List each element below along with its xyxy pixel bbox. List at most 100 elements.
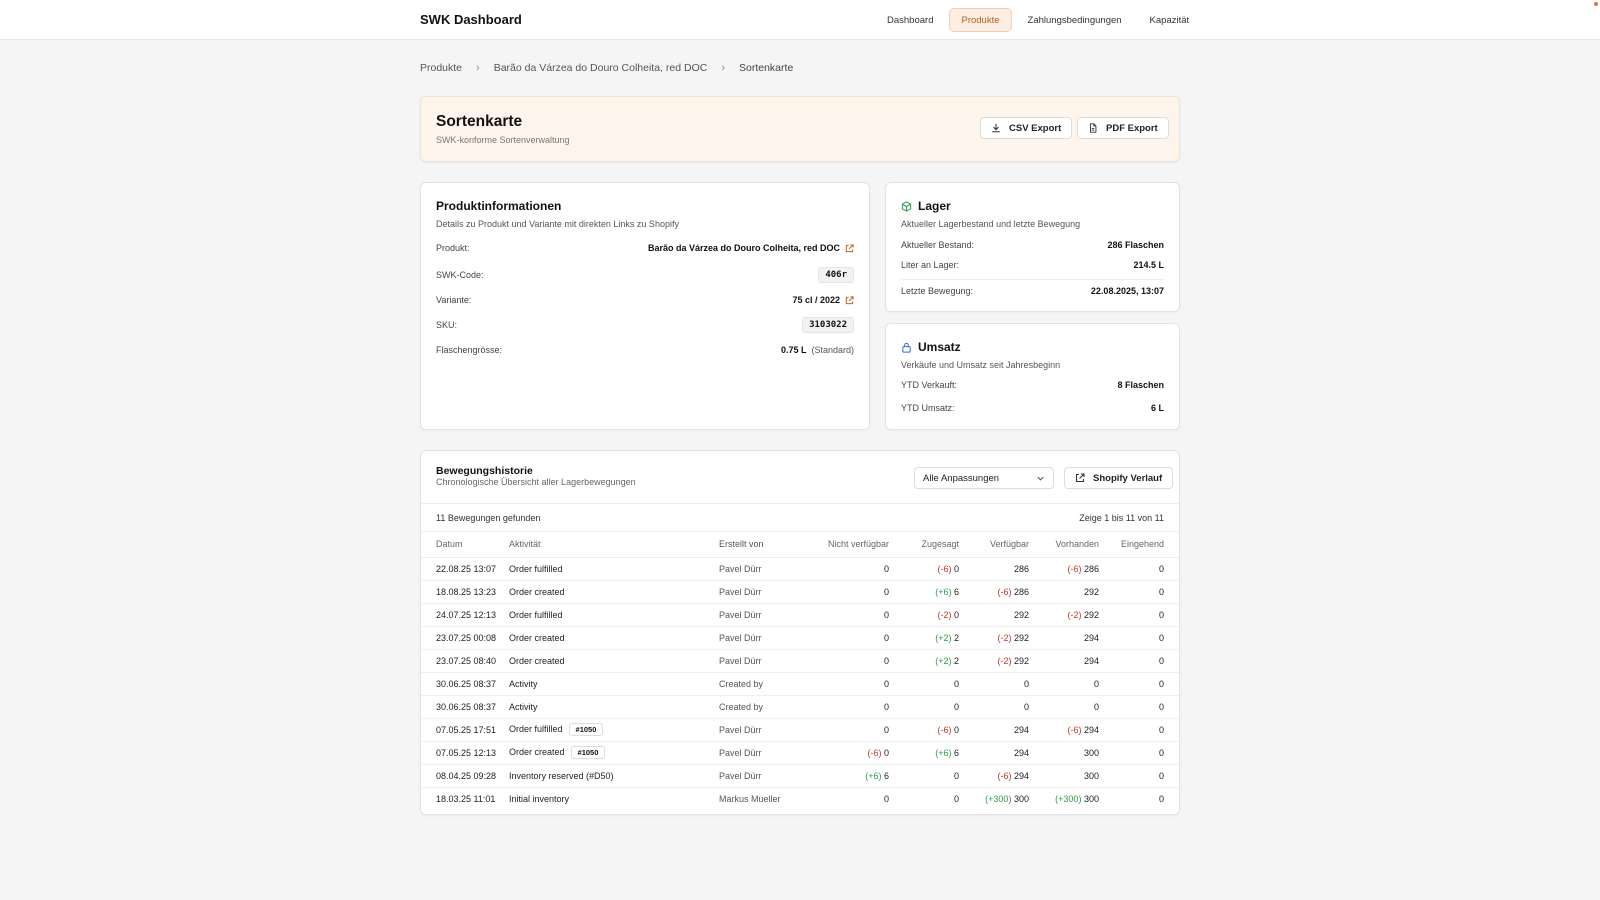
cell-eingehend: 0	[1099, 695, 1179, 719]
nav-kapazitaet[interactable]: Kapazität	[1149, 15, 1190, 26]
liter-value: 214.5 L	[1133, 260, 1164, 270]
cell-nicht-verfuegbar: 0	[803, 695, 889, 719]
delta-value: (+300)	[985, 793, 1012, 804]
col-verfuegbar[interactable]: Verfügbar	[959, 532, 1029, 558]
quantity-value: 286	[1013, 586, 1029, 597]
download-icon	[992, 123, 1000, 133]
cell-vorhanden: 294	[1029, 649, 1099, 673]
table-row[interactable]: 30.06.25 08:37 Activity Created by 0 0 0 0 0	[421, 695, 1179, 719]
cell-activity: Order fulfilled	[509, 557, 719, 581]
table-row[interactable]: 24.07.25 12:13 Order fulfilled Pavel Dürr 0…	[421, 603, 1179, 627]
stock-value: 286 Flaschen	[1107, 240, 1164, 250]
col-vorhanden[interactable]: Vorhanden	[1029, 532, 1099, 558]
quantity-value: 6	[953, 586, 959, 597]
quantity-value: 0	[883, 724, 889, 735]
page-header: Sortenkarte SWK-konforme Sortenverwaltun…	[420, 96, 1180, 162]
quantity-value: 292	[1013, 609, 1029, 620]
adjustment-filter-select[interactable]: Alle Anpassungen	[914, 467, 1054, 489]
ytd-revenue-value: 6 L	[1150, 403, 1164, 413]
quantity-value: 2	[953, 655, 959, 666]
quantity-value: 6	[883, 770, 889, 781]
quantity-value: 292	[1083, 609, 1099, 620]
cell-activity: Order fulfilled #1050	[509, 718, 719, 742]
pdf-export-button[interactable]: PDF Export	[1077, 117, 1169, 139]
app-title[interactable]: SWK Dashboard	[420, 12, 522, 27]
divider	[901, 279, 1164, 280]
quantity-value: 294	[1083, 724, 1099, 735]
document-icon	[1090, 123, 1097, 133]
table-row[interactable]: 18.08.25 13:23 Order created Pavel Dürr 0 (+…	[421, 580, 1179, 604]
col-erstellt-von[interactable]: Erstellt von	[719, 532, 803, 558]
table-row[interactable]: 08.04.25 09:28 Inventory reserved (#D50) P…	[421, 764, 1179, 788]
table-row[interactable]: 18.03.25 11:01 Initial inventory Markus Mu…	[421, 787, 1179, 810]
product-link[interactable]: Barão da Várzea do Douro Colheita, red D…	[648, 243, 854, 253]
sku-label: SKU:	[436, 320, 458, 330]
table-row[interactable]: 07.05.25 17:51 Order fulfilled #1050 Pavel …	[421, 718, 1179, 742]
quantity-value: 0	[953, 793, 959, 804]
quantity-value: 0	[883, 609, 889, 620]
nav-dashboard[interactable]: Dashboard	[887, 15, 934, 26]
csv-export-label: CSV Export	[1009, 122, 1062, 134]
col-datum[interactable]: Datum	[421, 532, 509, 558]
ytd-revenue-row: YTD Umsatz: 6 L	[901, 403, 1164, 413]
product-info-card: Produktinformationen Details zu Produkt …	[420, 182, 870, 430]
cell-zugesagt: 0	[889, 672, 959, 696]
swk-code-row: SWK-Code: 406r	[436, 267, 854, 283]
table-row[interactable]: 23.07.25 00:08 Order created Pavel Dürr 0 (+…	[421, 626, 1179, 650]
quantity-value: 0	[883, 632, 889, 643]
csv-export-button[interactable]: CSV Export	[980, 117, 1073, 139]
variant-row: Variante: 75 cl / 2022	[436, 295, 854, 305]
history-subtitle: Chronologische Übersicht aller Lagerbewe…	[436, 477, 636, 487]
sku-row: SKU: 3103022	[436, 317, 854, 333]
variant-link[interactable]: 75 cl / 2022	[792, 295, 854, 305]
cell-activity: Order created	[509, 626, 719, 650]
cell-zugesagt: (-6) 0	[889, 718, 959, 742]
quantity-value: 300	[1083, 770, 1099, 781]
cell-created-by: Pavel Dürr	[719, 603, 803, 627]
table-row[interactable]: 22.08.25 13:07 Order fulfilled Pavel Dürr 0…	[421, 557, 1179, 581]
lager-title: Lager	[901, 199, 951, 213]
shopify-history-button[interactable]: Shopify Verlauf	[1064, 467, 1174, 489]
breadcrumb-produkte[interactable]: Produkte	[420, 62, 463, 74]
delta-value: (-6)	[997, 586, 1012, 597]
col-aktivitaet[interactable]: Aktivität	[509, 532, 719, 558]
cell-vorhanden: (-6) 286	[1029, 557, 1099, 581]
quantity-value: 0	[953, 724, 959, 735]
breadcrumb-product[interactable]: Barão da Várzea do Douro Colheita, red D…	[493, 62, 708, 74]
col-nicht-verfuegbar[interactable]: Nicht verfügbar	[803, 532, 889, 558]
nav-zahlungsbedingungen[interactable]: Zahlungsbedingungen	[1027, 15, 1122, 26]
delta-value: (-2)	[997, 632, 1012, 643]
product-info-title: Produktinformationen	[436, 199, 562, 213]
ytd-revenue-label: YTD Umsatz:	[901, 403, 955, 413]
delta-value: (-6)	[1067, 563, 1082, 574]
cell-zugesagt: (+6) 6	[889, 741, 959, 765]
activity-text: Order created	[509, 655, 565, 666]
order-tag[interactable]: #1050	[568, 723, 604, 736]
col-eingehend[interactable]: Eingehend	[1099, 532, 1179, 558]
order-tag[interactable]: #1050	[570, 746, 606, 759]
cell-date: 23.07.25 00:08	[421, 626, 509, 650]
table-row[interactable]: 30.06.25 08:37 Activity Created by 0 0 0 0 0	[421, 672, 1179, 696]
cell-verfuegbar: (-2) 292	[959, 649, 1029, 673]
quantity-value: 300	[1013, 793, 1029, 804]
table-row[interactable]: 23.07.25 08:40 Order created Pavel Dürr 0 (+…	[421, 649, 1179, 673]
delta-value: (-2)	[937, 609, 952, 620]
last-movement-label: Letzte Bewegung:	[901, 286, 974, 296]
cell-date: 08.04.25 09:28	[421, 764, 509, 788]
cell-verfuegbar: 286	[959, 557, 1029, 581]
cell-zugesagt: (+2) 2	[889, 649, 959, 673]
quantity-value: 0	[883, 655, 889, 666]
col-zugesagt[interactable]: Zugesagt	[889, 532, 959, 558]
delta-value: (+6)	[935, 586, 952, 597]
bottle-size-value: 0.75 L (Standard)	[780, 345, 854, 355]
cell-vorhanden: 0	[1029, 695, 1099, 719]
cell-date: 24.07.25 12:13	[421, 603, 509, 627]
cell-eingehend: 0	[1099, 626, 1179, 650]
activity-text: Order created	[509, 632, 565, 643]
nav-produkte[interactable]: Produkte	[949, 8, 1012, 32]
stock-label: Aktueller Bestand:	[901, 240, 975, 250]
table-row[interactable]: 07.05.25 12:13 Order created #1050 Pavel Dü…	[421, 741, 1179, 765]
cell-zugesagt: (+6) 6	[889, 580, 959, 604]
cell-zugesagt: 0	[889, 695, 959, 719]
quantity-value: 294	[1083, 655, 1099, 666]
